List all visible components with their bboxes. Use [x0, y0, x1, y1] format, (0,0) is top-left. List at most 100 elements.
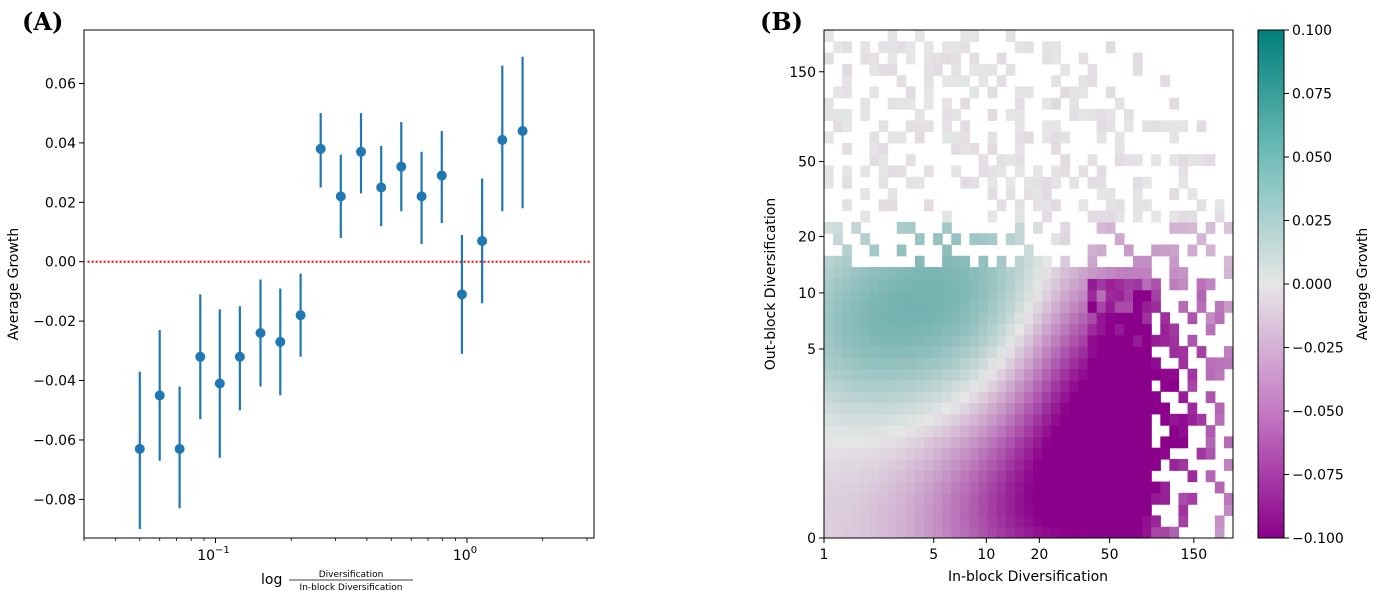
heatmap-cell	[887, 334, 898, 347]
heatmap-cell	[969, 526, 980, 538]
heatmap-cell	[960, 379, 971, 392]
heatmap-cell	[1087, 63, 1098, 76]
x-tick-label: 100	[453, 545, 477, 564]
heatmap-cell	[1087, 492, 1098, 505]
heatmap-cell	[1133, 199, 1143, 212]
heatmap-cell	[1123, 278, 1134, 291]
heatmap-cell	[1005, 425, 1016, 437]
heatmap-cell	[923, 86, 934, 99]
heatmap-cell	[905, 357, 916, 370]
heatmap-cell	[842, 199, 852, 212]
heatmap-cell	[824, 289, 834, 302]
heatmap-cell	[869, 515, 880, 528]
heatmap-x-tick-label: 150	[1180, 547, 1207, 563]
heatmap-cell	[887, 30, 898, 42]
heatmap-cell	[1105, 86, 1116, 99]
data-point	[134, 443, 145, 454]
heatmap-cell	[1033, 526, 1043, 538]
heatmap-cell	[1014, 289, 1025, 302]
heatmap-cell	[1042, 515, 1052, 528]
heatmap-cell	[1069, 346, 1080, 358]
heatmap-cell	[824, 323, 834, 336]
heatmap-cell	[1223, 346, 1233, 358]
heatmap-cell	[1078, 357, 1089, 370]
heatmap-cell	[1123, 244, 1134, 257]
heatmap-cell	[1133, 379, 1143, 392]
heatmap-cell	[1151, 244, 1161, 257]
heatmap-cell	[1014, 526, 1025, 538]
heatmap-cell	[869, 391, 880, 404]
heatmap-cell	[842, 391, 852, 404]
heatmap-cell	[969, 142, 980, 155]
heatmap-cell	[887, 199, 898, 212]
heatmap-x-tick-label: 50	[1101, 547, 1119, 563]
heatmap-cell	[896, 481, 907, 494]
heatmap-cell	[1023, 278, 1034, 291]
data-point	[295, 310, 306, 321]
heatmap-cell	[914, 267, 925, 279]
heatmap-cell	[1196, 278, 1207, 291]
heatmap-cell	[942, 278, 952, 291]
heatmap-y-tick-label: 5	[807, 342, 816, 358]
heatmap-cell	[1169, 323, 1180, 336]
data-point	[174, 443, 185, 454]
heatmap-cell	[896, 278, 907, 291]
colorbar-tick-label: −0.075	[1292, 468, 1344, 484]
heatmap-cell	[1169, 425, 1180, 437]
heatmap-cell	[878, 470, 889, 483]
heatmap-cell	[1014, 391, 1025, 404]
heatmap-cell	[914, 109, 925, 121]
heatmap-cell	[960, 402, 971, 415]
heatmap-cell	[905, 221, 916, 234]
heatmap-cell	[1160, 436, 1170, 449]
heatmap-cell	[1096, 413, 1107, 426]
panel-b-frame	[823, 29, 1234, 539]
heatmap-cell	[1096, 244, 1107, 257]
heatmap-cell	[987, 142, 998, 155]
heatmap-cell	[1160, 312, 1170, 325]
heatmap-cell	[1014, 447, 1025, 460]
heatmap-cell	[978, 357, 989, 370]
heatmap-cell	[1214, 402, 1225, 415]
x-tick-base: 10	[197, 548, 215, 564]
heatmap-cell	[1105, 504, 1116, 517]
heatmap-cell	[942, 210, 952, 223]
heatmap-cell	[978, 323, 989, 336]
heatmap-cell	[1005, 357, 1016, 370]
heatmap-cell	[851, 436, 861, 449]
heatmap-cell	[1178, 504, 1189, 517]
heatmap-cell	[878, 413, 889, 426]
heatmap-cell	[896, 458, 907, 471]
heatmap-cell	[1123, 504, 1134, 517]
heatmap-cell	[1105, 221, 1116, 234]
heatmap-cell	[1069, 470, 1080, 483]
heatmap-cell	[923, 52, 934, 65]
heatmap-cell	[896, 413, 907, 426]
heatmap-cell	[1123, 481, 1134, 494]
heatmap-cell	[942, 109, 952, 121]
heatmap-cell	[1187, 334, 1198, 347]
heatmap-cell	[969, 391, 980, 404]
heatmap-cell	[860, 481, 871, 494]
heatmap-cell	[1005, 470, 1016, 483]
heatmap-cell	[933, 368, 943, 381]
heatmap-cell	[878, 278, 889, 291]
heatmap-cell	[942, 504, 952, 517]
heatmap-cell	[1014, 402, 1025, 415]
heatmap-cell	[942, 97, 952, 110]
heatmap-cell	[842, 300, 852, 313]
heatmap-cell	[1187, 379, 1198, 392]
heatmap-cell	[1169, 458, 1180, 471]
heatmap-cell	[842, 109, 852, 121]
heatmap-cell	[978, 402, 989, 415]
heatmap-cell	[824, 379, 834, 392]
heatmap-cell	[1069, 413, 1080, 426]
heatmap-cell	[1005, 368, 1016, 381]
heatmap-cell	[1023, 368, 1034, 381]
heatmap-cell	[824, 368, 834, 381]
heatmap-cell	[1042, 402, 1052, 415]
heatmap-cell	[1142, 323, 1152, 336]
heatmap-cell	[996, 504, 1007, 517]
heatmap-cell	[1069, 368, 1080, 381]
heatmap-cell	[978, 515, 989, 528]
